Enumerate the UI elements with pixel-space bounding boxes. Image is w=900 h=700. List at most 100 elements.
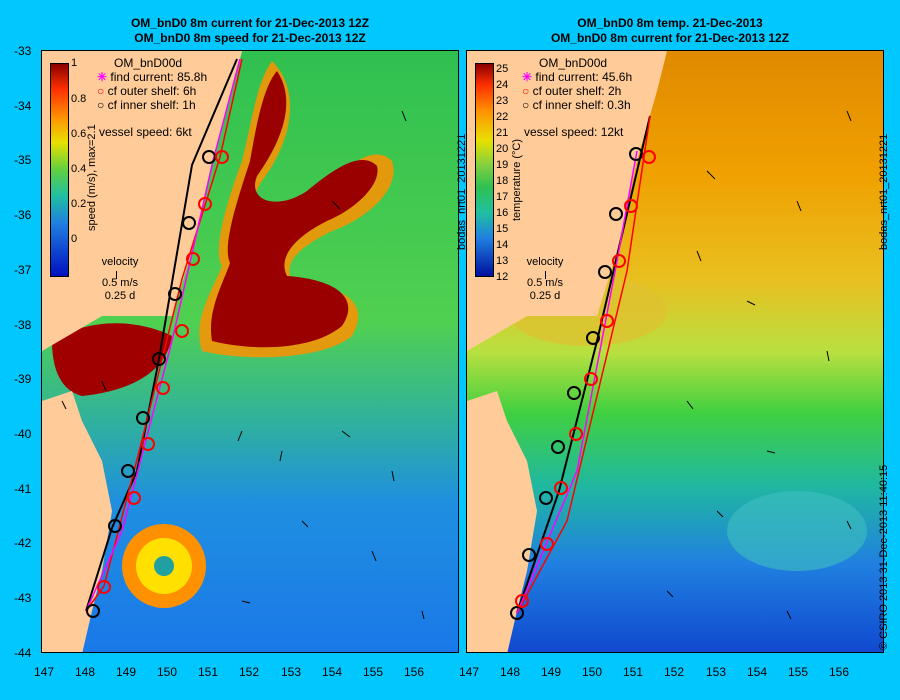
temp-tick-12: 12 bbox=[496, 271, 509, 283]
x-tick: 154 bbox=[322, 665, 343, 679]
temp-tick-23: 23 bbox=[496, 95, 509, 107]
x-tick: 149 bbox=[116, 665, 137, 679]
speed-tick-0: 0 bbox=[71, 233, 78, 245]
right-legend-outer-shelf: ○ cf outer shelf: 2h bbox=[522, 84, 621, 98]
x-tick: 156 bbox=[829, 665, 850, 679]
warm-core-eddy-center bbox=[154, 556, 174, 576]
right-model-label: OM_bnD00d bbox=[539, 56, 608, 70]
temperature-colorbar bbox=[475, 63, 494, 277]
x-tick: 153 bbox=[706, 665, 727, 679]
right-legend-find-current: ✳ find current: 45.6h bbox=[522, 70, 632, 84]
x-tick: 153 bbox=[281, 665, 302, 679]
right-find-current-text: find current: 45.6h bbox=[535, 70, 633, 84]
velocity-arrows bbox=[61, 110, 425, 620]
speed-tick-0-4: 0.4 bbox=[71, 163, 87, 175]
right-map-panel: 25 24 23 22 21 20 19 18 17 16 15 14 13 1… bbox=[466, 50, 884, 653]
x-tick: 148 bbox=[500, 665, 521, 679]
temp-tick-16: 16 bbox=[496, 207, 509, 219]
y-tick: -37 bbox=[14, 263, 32, 277]
y-tick: -40 bbox=[14, 427, 32, 441]
copyright-footer: © CSIRO 2013 31-Dec-2013 11:40:15 bbox=[878, 464, 890, 650]
temp-tick-14: 14 bbox=[496, 239, 509, 251]
left-velocity-scale: 0.5 m/s bbox=[101, 277, 139, 289]
x-tick: 152 bbox=[239, 665, 260, 679]
speed-tick-0-6: 0.6 bbox=[71, 128, 87, 140]
speed-colorbar-label: speed (m/s), max=2.1 bbox=[86, 124, 98, 231]
outer-shelf-track bbox=[516, 115, 651, 614]
left-title-line1: OM_bnD0 8m current for 21-Dec-2013 12Z bbox=[130, 16, 370, 30]
star-marker-icon: ✳ bbox=[522, 70, 533, 84]
right-velocity-label: velocity bbox=[526, 256, 564, 268]
y-tick: -44 bbox=[14, 646, 32, 660]
right-side-label: bodas_nrt01_20131221 bbox=[878, 133, 890, 250]
x-tick: 156 bbox=[404, 665, 425, 679]
cool-patch bbox=[727, 491, 867, 571]
left-legend-find-current: ✳ find current: 85.8h bbox=[97, 70, 207, 84]
velocity-arrows bbox=[666, 110, 852, 620]
left-inner-shelf-text: cf inner shelf: 1h bbox=[107, 98, 196, 112]
inner-shelf-markers bbox=[510, 147, 643, 620]
left-map-svg bbox=[42, 51, 458, 652]
find-current-track bbox=[85, 58, 241, 612]
eddy-zone-core bbox=[211, 71, 378, 348]
right-velocity-time: 0.25 d bbox=[529, 290, 561, 302]
temp-tick-24: 24 bbox=[496, 79, 509, 91]
find-current-track bbox=[516, 150, 638, 614]
right-title-line2: OM_bnD0 8m current for 21-Dec-2013 12Z bbox=[550, 31, 790, 45]
inner-shelf-markers bbox=[86, 150, 216, 618]
x-tick: 151 bbox=[623, 665, 644, 679]
right-legend-inner-shelf: ○ cf inner shelf: 0.3h bbox=[522, 98, 631, 112]
temp-tick-25: 25 bbox=[496, 63, 509, 75]
left-vessel-speed: vessel speed: 6kt bbox=[99, 125, 192, 139]
x-tick: 149 bbox=[541, 665, 562, 679]
y-tick: -39 bbox=[14, 372, 32, 386]
black-circle-icon: ○ bbox=[522, 98, 530, 112]
speed-colorbar bbox=[50, 63, 69, 277]
left-outer-shelf-text: cf outer shelf: 6h bbox=[107, 84, 197, 98]
right-velocity-scale: 0.5 m/s bbox=[526, 277, 564, 289]
temp-tick-18: 18 bbox=[496, 175, 509, 187]
temp-tick-15: 15 bbox=[496, 223, 509, 235]
right-inner-shelf-text: cf inner shelf: 0.3h bbox=[532, 98, 631, 112]
temp-tick-17: 17 bbox=[496, 191, 509, 203]
star-marker-icon: ✳ bbox=[97, 70, 108, 84]
temp-tick-21: 21 bbox=[496, 127, 509, 139]
temp-tick-19: 19 bbox=[496, 159, 509, 171]
red-circle-icon: ○ bbox=[97, 84, 105, 98]
black-circle-icon: ○ bbox=[97, 98, 105, 112]
temperature-colorbar-label: temperature (°C) bbox=[511, 138, 523, 221]
left-title-line2: OM_bnD0 8m speed for 21-Dec-2013 12Z bbox=[134, 31, 366, 45]
left-velocity-label: velocity bbox=[101, 256, 139, 268]
outer-shelf-markers bbox=[515, 150, 656, 608]
left-velocity-scale-arrow bbox=[116, 271, 117, 279]
speed-tick-0-8: 0.8 bbox=[71, 93, 87, 105]
right-outer-shelf-text: cf outer shelf: 2h bbox=[532, 84, 622, 98]
y-tick: -38 bbox=[14, 318, 32, 332]
x-tick: 147 bbox=[34, 665, 55, 679]
shelf-jet bbox=[52, 323, 172, 396]
x-tick: 151 bbox=[198, 665, 219, 679]
temp-tick-20: 20 bbox=[496, 143, 509, 155]
y-tick: -42 bbox=[14, 536, 32, 550]
x-tick: 150 bbox=[582, 665, 603, 679]
left-legend-outer-shelf: ○ cf outer shelf: 6h bbox=[97, 84, 196, 98]
left-legend-inner-shelf: ○ cf inner shelf: 1h bbox=[97, 98, 196, 112]
y-tick: -33 bbox=[14, 44, 32, 58]
left-velocity-time: 0.25 d bbox=[104, 290, 136, 302]
y-tick: -34 bbox=[14, 99, 32, 113]
speed-tick-0-2: 0.2 bbox=[71, 198, 87, 210]
x-tick: 152 bbox=[664, 665, 685, 679]
y-tick: -36 bbox=[14, 208, 32, 222]
left-map-panel: 1 0.8 0.6 0.4 0.2 0 speed (m/s), max=2.1… bbox=[41, 50, 459, 653]
x-tick: 155 bbox=[363, 665, 384, 679]
outer-shelf-markers bbox=[97, 150, 229, 594]
x-tick: 150 bbox=[157, 665, 178, 679]
y-tick: -35 bbox=[14, 153, 32, 167]
right-title-line1: OM_bnD0 8m temp. 21-Dec-2013 bbox=[577, 16, 763, 30]
land-mainland-south bbox=[467, 391, 537, 652]
right-vessel-speed: vessel speed: 12kt bbox=[524, 125, 624, 139]
temp-tick-13: 13 bbox=[496, 255, 509, 267]
right-velocity-scale-arrow bbox=[545, 271, 546, 279]
land-mainland-north bbox=[42, 51, 242, 351]
outer-shelf-track bbox=[85, 58, 243, 612]
